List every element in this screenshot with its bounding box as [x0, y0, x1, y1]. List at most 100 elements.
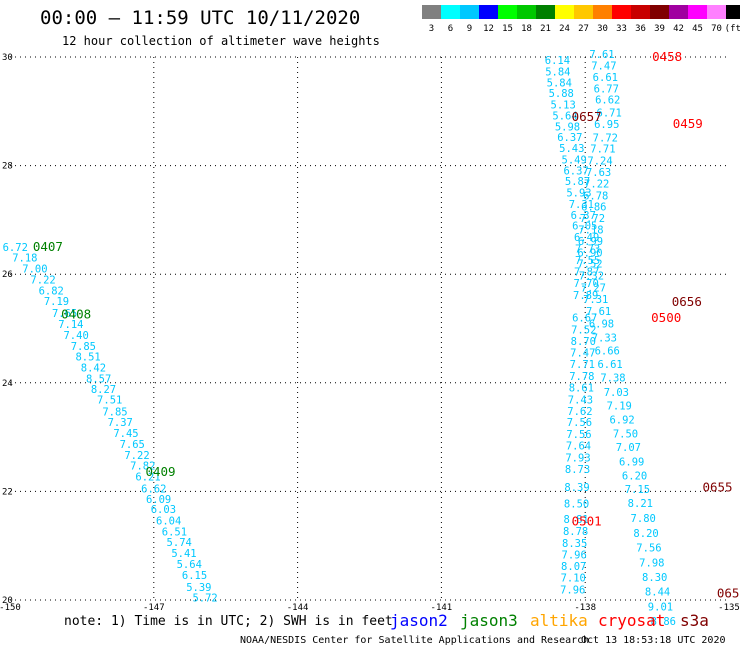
data-point-label: 5.74	[167, 537, 192, 549]
data-point-label: 8.51	[75, 352, 100, 364]
data-point-label: 7.45	[113, 428, 138, 440]
data-point-label: 7.24	[587, 156, 612, 168]
data-point-label: 5.41	[171, 548, 196, 560]
data-point-label: 8.35	[562, 538, 587, 550]
data-point-label: 6.99	[578, 236, 603, 248]
data-point-label: 7.85	[102, 406, 127, 418]
data-point-label: 8.70	[571, 336, 596, 348]
data-point-label: 8.39	[564, 482, 589, 494]
satellite-name: jason3	[460, 611, 518, 630]
grid-lines	[10, 56, 729, 601]
time-label: 0458	[652, 49, 682, 64]
footer-credit: NOAA/NESDIS Center for Satellite Applica…	[240, 635, 589, 646]
data-point-label: 6.92	[609, 415, 634, 427]
data-point-label: 7.43	[568, 394, 593, 406]
legend-label: 39	[654, 24, 665, 34]
data-point-label: 6.62	[141, 483, 166, 495]
legend-label: 24	[559, 24, 570, 34]
data-point-label: 7.31	[583, 294, 608, 306]
legend-swatch	[441, 5, 460, 19]
data-point-label: 7.70	[574, 278, 599, 290]
data-point-label: 7.62	[567, 406, 592, 418]
data-point-label: 8.30	[642, 572, 667, 584]
data-point-label: 7.18	[578, 224, 603, 236]
legend-swatch	[422, 5, 441, 19]
legend-label: 6	[448, 24, 453, 34]
legend-swatch	[726, 5, 740, 19]
data-point-label: 6.14	[545, 55, 570, 67]
data-point-label: 7.65	[52, 308, 77, 320]
satellite-name: altika	[530, 611, 588, 630]
legend-swatch	[517, 5, 536, 19]
data-point-label: 7.72	[593, 133, 618, 145]
data-point-label: 7.37	[108, 417, 133, 429]
legend-swatch	[650, 5, 669, 19]
y-tick-label: 22	[2, 487, 13, 497]
data-point-label: 6.49	[574, 232, 599, 244]
data-point-label: 6.66	[595, 346, 620, 358]
data-point-label: 6.61	[597, 359, 622, 371]
units-note: note: 1) Time is in UTC; 2) SWH is in fe…	[64, 614, 393, 629]
legend-swatch	[460, 5, 479, 19]
data-point-label: 6.99	[619, 456, 644, 468]
time-label: 0459	[673, 116, 703, 131]
data-point-label: 7.38	[600, 373, 625, 385]
data-point-label: 6.09	[146, 494, 171, 506]
time-label: 0408	[61, 307, 91, 322]
data-point-label: 6.51	[162, 526, 187, 538]
data-point-label: 5.84	[545, 66, 570, 78]
data-point-label: 7.96	[562, 550, 587, 562]
data-point-label: 6.37	[571, 210, 596, 222]
data-point-label: 7.80	[631, 513, 656, 525]
legend-label: 42	[673, 24, 684, 34]
time-label: 0657	[572, 109, 602, 124]
data-point-label: 5.93	[566, 188, 591, 200]
data-point-label: 7.93	[565, 453, 590, 465]
data-point-label: 6.03	[151, 504, 176, 516]
data-point-label: 7.03	[604, 387, 629, 399]
data-point-label: 7.73	[575, 243, 600, 255]
time-label: 0409	[145, 464, 175, 479]
data-point-label: 7.22	[30, 274, 55, 286]
data-point-label: 7.52	[577, 259, 602, 271]
data-point-label: 6.20	[622, 470, 647, 482]
data-point-label: 7.89	[573, 290, 598, 302]
legend-swatch	[479, 5, 498, 19]
legend-swatch	[612, 5, 631, 19]
legend-label: 12	[483, 24, 494, 34]
data-point-label: 6.86	[581, 202, 606, 214]
data-point-label: 5.98	[555, 121, 580, 133]
data-point-label: 5.39	[186, 582, 211, 594]
data-point-label: 7.47	[591, 60, 616, 72]
y-tick-label: 26	[2, 270, 13, 280]
data-point-label: 7.82	[130, 461, 155, 473]
time-label: 0654	[717, 585, 740, 600]
satellite-legend: jason2 jason3 altika cryosat s3a	[390, 611, 709, 630]
data-point-label: 7.47	[570, 348, 595, 360]
data-point-label: 7.56	[566, 429, 591, 441]
data-point-label: 7.96	[560, 584, 585, 596]
data-point-label: 7.98	[639, 557, 664, 569]
data-point-label: 8.61	[569, 382, 594, 394]
data-point-label: 5.72	[192, 593, 217, 605]
satellite-name: cryosat	[598, 611, 665, 630]
legend-swatch	[707, 5, 726, 19]
data-point-label: 6.61	[593, 72, 618, 84]
legend-label: 33	[616, 24, 627, 34]
y-axis-ticks: 30 28 26 24 22 20	[2, 53, 13, 606]
data-point-label: 6.71	[597, 108, 622, 120]
data-point-label: 7.14	[58, 319, 83, 331]
data-point-label: 6.05	[572, 221, 597, 233]
data-point-label: 7.56	[636, 543, 661, 555]
data-point-label: 7.61	[586, 306, 611, 318]
data-point-label: 6.78	[583, 190, 608, 202]
x-tick-label: -138	[574, 603, 596, 613]
data-point-label: 8.78	[563, 526, 588, 538]
x-tick-label: -135	[718, 603, 740, 613]
legend-swatch	[574, 5, 593, 19]
legend-label: 36	[635, 24, 646, 34]
x-tick-label: -141	[431, 603, 453, 613]
data-point-label: 7.18	[12, 253, 37, 265]
